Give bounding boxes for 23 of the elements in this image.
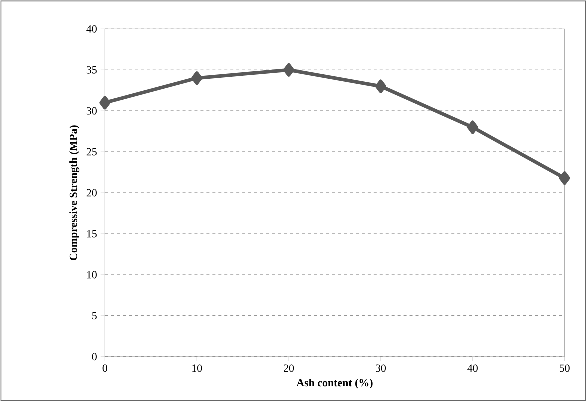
point xyxy=(467,120,478,134)
x-tick-label: 30 xyxy=(376,364,386,372)
point xyxy=(375,80,386,94)
x-tick-label: 50 xyxy=(560,364,570,372)
point xyxy=(559,172,570,186)
y-tick-label: 35 xyxy=(86,66,97,74)
x-tick-label: 40 xyxy=(468,364,478,372)
y-tick-label: 0 xyxy=(92,353,97,361)
y-tick-label: 25 xyxy=(86,148,97,156)
y-tick-label: 20 xyxy=(86,189,97,197)
x-tick-label: 10 xyxy=(192,364,202,372)
y-axis-title: Compressive Strength (MPa) xyxy=(70,126,80,260)
point xyxy=(284,63,295,77)
y-tick-label: 15 xyxy=(87,230,97,238)
point xyxy=(192,72,203,86)
y-tick-label: 5 xyxy=(92,312,97,320)
x-tick-label: 20 xyxy=(284,364,294,372)
x-axis-title: Ash content (%) xyxy=(296,378,373,389)
y-tick-label: 10 xyxy=(87,271,97,279)
x-tick-label: 0 xyxy=(102,364,108,372)
y-tick-label: 40 xyxy=(86,25,97,33)
y-tick-label: 30 xyxy=(86,107,97,115)
point xyxy=(100,96,111,110)
